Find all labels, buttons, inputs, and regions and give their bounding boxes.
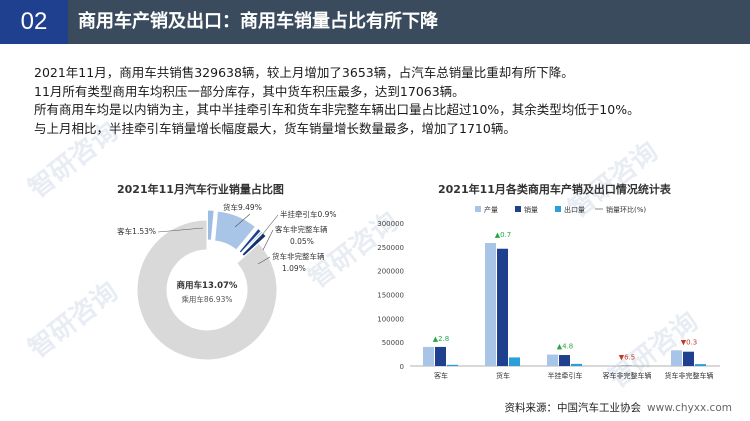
x-tick-label: 货车非完整车辆 bbox=[665, 371, 714, 380]
pie-chart: 客车1.53% 货车9.49% 半挂牵引车0.9% 客车非完整车辆 0.05% 货车非完整… bbox=[117, 202, 337, 361]
pie-center-label: 商用车13.07% bbox=[177, 280, 238, 291]
bar bbox=[423, 346, 434, 366]
y-tick-label: 300000 bbox=[377, 220, 404, 228]
y-tick-label: 0 bbox=[400, 363, 404, 371]
x-tick-label: 客车非完整车辆 bbox=[603, 371, 652, 380]
y-tick-label: 200000 bbox=[377, 268, 404, 276]
bar bbox=[485, 243, 496, 366]
legend-swatch bbox=[515, 206, 521, 212]
legend-label: 销量 bbox=[524, 205, 538, 214]
pie-slice bbox=[136, 219, 278, 361]
pie-slice bbox=[206, 209, 215, 241]
footer: 资料来源：中国汽车工业协会 www.chyxx.com bbox=[505, 400, 732, 415]
pie-slice bbox=[214, 210, 257, 251]
bar bbox=[547, 354, 558, 366]
legend-swatch bbox=[555, 206, 561, 212]
slide-header: 02 商用车产销及出口：商用车销量占比有所下降 bbox=[0, 0, 750, 44]
x-tick-label: 客车 bbox=[434, 371, 448, 380]
leader-line bbox=[234, 213, 251, 228]
pie-slice-label: 0.05% bbox=[290, 237, 314, 246]
legend-swatch bbox=[475, 206, 481, 212]
pie-chart-title: 2021年11月汽车行业销量占比图 bbox=[117, 183, 284, 196]
bar bbox=[695, 364, 706, 366]
summary-text: 2021年11月，商用车共销售329638辆，较上月增加了3653辆，占汽车总销… bbox=[34, 64, 734, 138]
summary-line: 与上月相比，半挂牵引车销量增长幅度最大，货车销量增长数量最多，增加了1710辆。 bbox=[34, 120, 516, 136]
summary-line: 所有商用车均是以内销为主，其中半挂牵引车和货车非完整车辆出口量占比超过10%，其… bbox=[34, 102, 640, 117]
y-tick-label: 100000 bbox=[377, 315, 404, 323]
growth-label: ▲0.7 bbox=[495, 231, 512, 239]
bar-chart: 产量 销量 出口量 销量环比(%) 0 50000 100000 150000 200000 25… bbox=[377, 205, 720, 380]
pie-slice-label: 半挂牵引车0.9% bbox=[280, 209, 337, 219]
bar bbox=[435, 346, 446, 366]
section-number: 02 bbox=[0, 0, 68, 44]
legend-label: 出口量 bbox=[564, 205, 585, 214]
growth-label: ▼6.5 bbox=[619, 354, 636, 362]
bar bbox=[559, 355, 570, 366]
pie-slice-label: 货车非完整车辆 bbox=[272, 251, 325, 261]
y-tick-label: 150000 bbox=[377, 292, 404, 300]
leader-line bbox=[257, 214, 279, 241]
growth-label: ▲4.8 bbox=[557, 343, 574, 351]
summary-line: 11月所有类型商用车均积压一部分库存，其中货车积压最多，达到17063辆。 bbox=[34, 83, 465, 99]
legend-label: 销量环比(%) bbox=[606, 205, 646, 214]
y-tick-label: 250000 bbox=[377, 244, 404, 252]
pie-slice-label: 客车非完整车辆 bbox=[275, 224, 328, 234]
footer-url: www.chyxx.com bbox=[647, 402, 732, 414]
pie-slice-label: 货车9.49% bbox=[223, 202, 262, 212]
legend-label: 产量 bbox=[484, 205, 498, 214]
bar bbox=[683, 351, 694, 366]
x-tick-label: 半挂牵引车 bbox=[548, 371, 583, 380]
x-tick-label: 货车 bbox=[496, 371, 510, 380]
pie-center-sublabel: 乘用车86.93% bbox=[181, 294, 232, 304]
bar bbox=[497, 248, 508, 366]
title-bar bbox=[68, 0, 750, 44]
growth-label: ▼0.3 bbox=[681, 338, 698, 346]
pie-slice-label: 客车1.53% bbox=[117, 226, 156, 236]
bar bbox=[571, 363, 582, 366]
pie-slice-label: 1.09% bbox=[282, 264, 306, 273]
bar bbox=[447, 364, 458, 366]
slide-title: 商用车产销及出口：商用车销量占比有所下降 bbox=[78, 11, 438, 32]
leader-line bbox=[262, 229, 274, 251]
summary-line: 2021年11月，商用车共销售329638辆，较上月增加了3653辆，占汽车总销… bbox=[34, 65, 574, 80]
growth-label: ▲2.8 bbox=[433, 335, 450, 343]
bar-chart-title: 2021年11月各类商用车产销及出口情况统计表 bbox=[438, 183, 671, 196]
bar bbox=[509, 357, 520, 366]
leader-line bbox=[157, 227, 204, 233]
bar bbox=[671, 350, 682, 366]
y-tick-label: 50000 bbox=[382, 339, 404, 347]
leader-line bbox=[257, 256, 271, 265]
source-note: 资料来源：中国汽车工业协会 bbox=[504, 402, 642, 414]
